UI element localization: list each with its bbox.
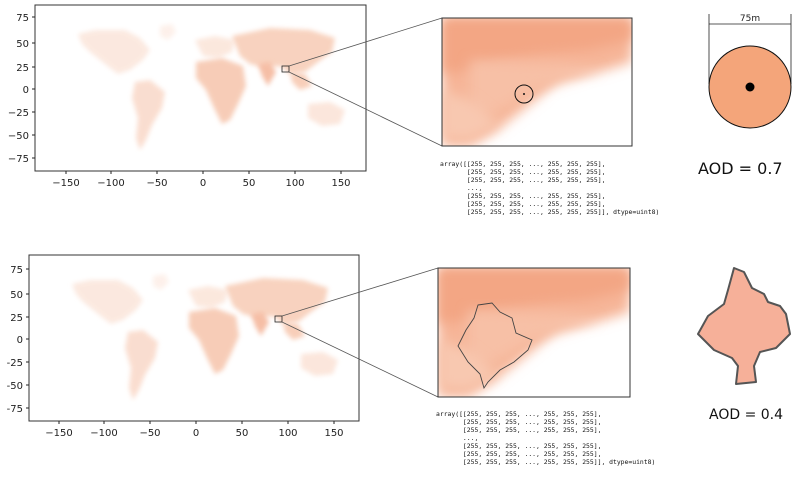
world-map-plot: 75 50 25 0 −25 −50 −75 −150 −100 −50 <box>8 4 367 189</box>
scale-label: 75m <box>740 14 760 24</box>
array-line: [255, 255, 255, ..., 255, 255, 255], <box>436 450 601 458</box>
y-tick-label: 75 <box>10 265 23 276</box>
x-tick-label: −50 <box>146 178 167 189</box>
x-tick-label: −150 <box>52 178 79 189</box>
x-tick-label: 50 <box>236 428 249 439</box>
x-tick-label: −50 <box>139 428 160 439</box>
y-axis: 75 50 25 0 −25 −50 −75 <box>8 13 35 165</box>
array-line: [255, 255, 255, ..., 255, 255, 255], <box>440 192 605 200</box>
zoom-region-marker <box>274 315 283 323</box>
array-line: [255, 255, 255, ..., 255, 255, 255]], dt… <box>436 458 655 466</box>
world-map-plot: 75 50 25 0 -25 -50 -75 −150 −100 −50 0 <box>7 254 360 439</box>
x-tick-label: 150 <box>331 178 350 189</box>
array-line: array([[255, 255, 255, ..., 255, 255, 25… <box>440 160 605 168</box>
station-point <box>523 93 525 95</box>
array-line: array([[255, 255, 255, ..., 255, 255, 25… <box>436 410 601 418</box>
x-tick-label: 150 <box>324 428 343 439</box>
array-line: [255, 255, 255, ..., 255, 255, 255]], dt… <box>440 208 659 216</box>
x-axis: −150 −100 −50 0 50 100 150 <box>52 171 351 189</box>
aod-heatmap <box>72 274 338 400</box>
x-tick-label: 100 <box>285 178 304 189</box>
x-tick-label: −100 <box>97 178 124 189</box>
array-line: [255, 255, 255, ..., 255, 255, 255], <box>436 418 601 426</box>
array-line: [255, 255, 255, ..., 255, 255, 255], <box>440 200 605 208</box>
zoom-frame <box>437 267 631 398</box>
y-tick-label: 0 <box>23 85 29 96</box>
station-footprint: 75m <box>708 14 792 129</box>
aod-footprint-shape <box>697 267 791 385</box>
array-line: [255, 255, 255, ..., 255, 255, 255], <box>440 176 605 184</box>
y-tick-label: -25 <box>7 358 23 369</box>
array-line: [255, 255, 255, ..., 255, 255, 255], <box>436 426 601 434</box>
zoom-connector-line <box>281 321 439 398</box>
footprint-circle <box>514 84 534 104</box>
y-axis: 75 50 25 0 -25 -50 -75 <box>7 265 29 415</box>
aod-value-label: AOD = 0.4 <box>709 407 783 423</box>
zoom-region-marker <box>281 65 290 73</box>
footprint-outline <box>457 302 533 390</box>
map-frame <box>28 254 360 422</box>
x-tick-label: 50 <box>243 178 256 189</box>
y-tick-label: 75 <box>16 13 29 24</box>
y-tick-label: 50 <box>10 290 23 301</box>
station-dot <box>745 82 755 92</box>
array-printout: array([[255, 255, 255, ..., 255, 255, 25… <box>440 160 659 216</box>
zoomed-heatmap <box>441 17 633 147</box>
x-tick-label: 0 <box>200 178 206 189</box>
y-tick-label: 50 <box>16 39 29 50</box>
y-tick-label: −25 <box>8 108 29 119</box>
zoom-frame <box>441 17 633 147</box>
zoom-connector-line <box>288 17 443 67</box>
x-tick-label: −100 <box>90 428 117 439</box>
zoomed-heatmap <box>437 267 631 398</box>
top-panel: 75 50 25 0 −25 −50 −75 −150 −100 −50 <box>8 4 792 216</box>
y-tick-label: 25 <box>10 313 23 324</box>
array-line: ..., <box>436 434 478 442</box>
y-tick-label: −75 <box>8 154 29 165</box>
x-axis: −150 −100 −50 0 50 100 150 <box>45 421 344 439</box>
bottom-panel: 75 50 25 0 -25 -50 -75 −150 −100 −50 0 <box>7 254 791 466</box>
zoom-connector-line <box>288 71 443 147</box>
y-tick-label: 0 <box>17 335 23 346</box>
x-tick-label: −150 <box>45 428 72 439</box>
array-line: ..., <box>440 184 482 192</box>
array-line: [255, 255, 255, ..., 255, 255, 255], <box>440 168 605 176</box>
y-tick-label: -50 <box>7 381 23 392</box>
y-tick-label: −50 <box>8 131 29 142</box>
y-tick-label: -75 <box>7 404 23 415</box>
aod-value-label: AOD = 0.7 <box>698 159 783 178</box>
zoom-connector-line <box>281 267 439 317</box>
map-frame <box>34 4 367 172</box>
aod-heatmap <box>78 24 345 150</box>
y-tick-label: 25 <box>16 63 29 74</box>
x-tick-label: 100 <box>278 428 297 439</box>
x-tick-label: 0 <box>193 428 199 439</box>
array-printout: array([[255, 255, 255, ..., 255, 255, 25… <box>436 410 655 466</box>
array-line: [255, 255, 255, ..., 255, 255, 255], <box>436 442 601 450</box>
